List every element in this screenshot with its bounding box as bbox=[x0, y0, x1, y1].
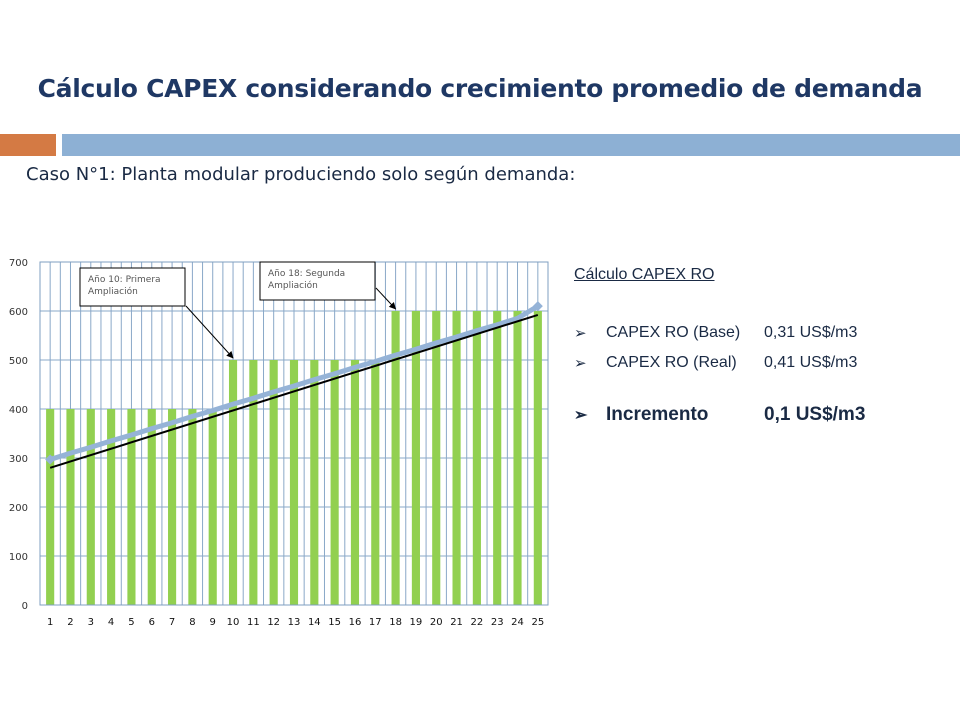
x-tick-label: 22 bbox=[471, 617, 484, 628]
bar bbox=[127, 409, 136, 605]
annotation-text: Ampliación bbox=[88, 286, 138, 297]
y-tick-label: 200 bbox=[9, 503, 28, 514]
bar bbox=[330, 360, 339, 605]
demand-line-series bbox=[45, 301, 543, 465]
x-tick-label: 20 bbox=[430, 617, 443, 628]
annotation-arrow bbox=[185, 305, 234, 359]
x-tick-label: 11 bbox=[247, 617, 260, 628]
bar bbox=[66, 409, 75, 605]
y-tick-label: 100 bbox=[9, 552, 28, 563]
x-tick-label: 8 bbox=[189, 617, 195, 628]
increment-value: 0,1 US$/m3 bbox=[764, 404, 866, 425]
bar-series bbox=[46, 311, 542, 605]
annotation-text: Año 18: Segunda bbox=[268, 269, 345, 279]
capex-base-value: 0,31 US$/m3 bbox=[764, 324, 858, 341]
annotation-text: Año 10: Primera bbox=[88, 275, 161, 285]
y-tick-label: 700 bbox=[9, 258, 28, 269]
arrow-bullet-icon: ➢ bbox=[574, 355, 587, 372]
x-tick-label: 9 bbox=[210, 617, 216, 628]
y-tick-label: 300 bbox=[9, 454, 28, 465]
x-tick-label: 17 bbox=[369, 617, 382, 628]
x-tick-label: 14 bbox=[308, 617, 321, 628]
x-tick-label: 24 bbox=[511, 617, 524, 628]
accent-bar-blue bbox=[62, 134, 960, 156]
accent-bar-orange bbox=[0, 134, 56, 156]
bar bbox=[371, 360, 380, 605]
capex-panel: Cálculo CAPEX RO ➢ CAPEX RO (Base) 0,31 … bbox=[574, 266, 865, 430]
demand-chart: 0 100 200 300 400 500 600 700 1 2 3 4 5 6 7 8 9 10 11 12 13 1… bbox=[0, 240, 560, 640]
bar bbox=[107, 409, 116, 605]
demand-marker bbox=[45, 454, 56, 465]
annotation-box bbox=[259, 261, 376, 301]
y-tick-label: 600 bbox=[9, 307, 28, 318]
case-subtitle: Caso N°1: Planta modular produciendo sol… bbox=[26, 164, 576, 185]
demand-line bbox=[49, 303, 540, 462]
x-tick-label: 25 bbox=[531, 617, 544, 628]
bar bbox=[310, 360, 319, 605]
x-tick-label: 13 bbox=[288, 617, 301, 628]
x-tick-label: 18 bbox=[389, 617, 402, 628]
bar bbox=[513, 311, 522, 605]
bar bbox=[533, 311, 542, 605]
y-tick-label: 500 bbox=[9, 356, 28, 367]
x-tick-label: 10 bbox=[227, 617, 240, 628]
x-tick-label: 3 bbox=[88, 617, 94, 628]
annotation-text: Ampliación bbox=[268, 280, 318, 291]
bar bbox=[147, 409, 156, 605]
x-tick-label: 12 bbox=[267, 617, 280, 628]
bar bbox=[228, 360, 238, 605]
x-tick-label: 15 bbox=[328, 617, 341, 628]
x-tick-label: 19 bbox=[410, 617, 423, 628]
bar bbox=[493, 311, 502, 605]
x-tick-label: 16 bbox=[349, 617, 362, 628]
trend-line-series bbox=[49, 313, 539, 469]
arrow-bullet-icon: ➢ bbox=[574, 325, 587, 342]
y-tick-label: 0 bbox=[22, 601, 28, 612]
bar bbox=[269, 360, 278, 605]
x-tick-label: 5 bbox=[128, 617, 134, 628]
arrow-bullet-icon: ➢ bbox=[574, 407, 588, 424]
x-tick-label: 2 bbox=[67, 617, 73, 628]
x-tick-label: 4 bbox=[108, 617, 114, 628]
annotation-arrow bbox=[375, 287, 397, 310]
capex-base-row: ➢ CAPEX RO (Base) 0,31 US$/m3 bbox=[574, 318, 865, 348]
x-tick-label: 6 bbox=[149, 617, 155, 628]
demand-marker bbox=[532, 301, 543, 312]
bar bbox=[472, 311, 481, 605]
increment-label: Incremento bbox=[606, 404, 709, 425]
capex-base-label: CAPEX RO (Base) bbox=[606, 324, 741, 341]
bar bbox=[188, 409, 197, 605]
bar bbox=[86, 409, 95, 605]
trend-line bbox=[49, 313, 539, 469]
bar bbox=[289, 360, 299, 605]
x-tick-label: 23 bbox=[491, 617, 504, 628]
bar bbox=[249, 360, 258, 605]
bar bbox=[350, 360, 360, 605]
capex-heading: Cálculo CAPEX RO bbox=[574, 266, 715, 283]
bar bbox=[46, 409, 55, 605]
capex-real-label: CAPEX RO (Real) bbox=[606, 354, 737, 371]
bar bbox=[391, 311, 400, 605]
bar bbox=[168, 409, 177, 605]
capex-real-row: ➢ CAPEX RO (Real) 0,41 US$/m3 bbox=[574, 348, 865, 378]
x-tick-label: 7 bbox=[169, 617, 175, 628]
bar bbox=[432, 311, 441, 605]
x-tick-label: 1 bbox=[47, 617, 53, 628]
bar bbox=[411, 311, 420, 605]
bar bbox=[208, 409, 217, 605]
increment-row: ➢ Incremento 0,1 US$/m3 bbox=[574, 400, 865, 430]
y-tick-label: 400 bbox=[9, 405, 28, 416]
annotation-box bbox=[79, 267, 186, 307]
page-title: Cálculo CAPEX considerando crecimiento p… bbox=[37, 74, 923, 103]
bar bbox=[452, 311, 461, 605]
x-tick-label: 21 bbox=[450, 617, 463, 628]
capex-real-value: 0,41 US$/m3 bbox=[764, 354, 858, 371]
